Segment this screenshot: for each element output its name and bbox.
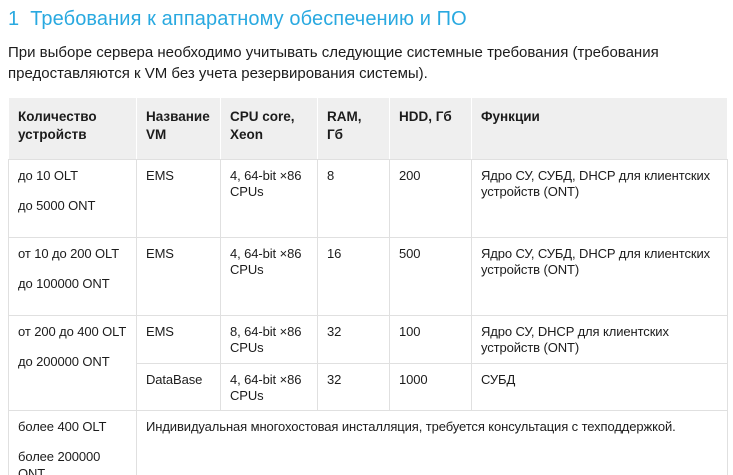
cell-cpu: 8, 64-bit ×86 CPUs: [220, 315, 318, 364]
cell-ram: 16: [317, 237, 390, 316]
cell-vm: EMS: [136, 159, 221, 238]
cell-functions: Ядро СУ, СУБД, DHCP для клиентских устро…: [471, 159, 728, 238]
cell-ram: 32: [317, 362, 390, 411]
cell-note: Индивидуальная многохостовая инсталляция…: [136, 410, 728, 475]
table-row: DataBase 4, 64-bit ×86 CPUs 32 1000 СУБД: [9, 362, 728, 411]
cell-vm: DataBase: [136, 362, 221, 411]
devices-line: до 200000 ONT: [18, 354, 110, 370]
cell-hdd: 100: [389, 315, 472, 364]
cell-devices: от 200 до 400 OLT до 200000 ONT: [8, 315, 137, 411]
table-header-row: Количество устройств Название VM CPU cor…: [8, 97, 728, 160]
cell-ram: 32: [317, 315, 390, 364]
devices-line: до 100000 ONT: [18, 276, 110, 292]
devices-line: более 400 OLT: [18, 419, 107, 434]
table-row: от 200 до 400 OLT до 200000 ONT EMS 8, 6…: [8, 315, 728, 411]
cell-devices: более 400 OLT более 200000 ONT: [8, 410, 137, 475]
cell-vm: EMS: [136, 237, 221, 316]
cell-cpu: 4, 64-bit ×86 CPUs: [220, 362, 318, 411]
col-header-cpu: CPU core, Xeon: [220, 97, 318, 160]
heading-number: 1: [8, 8, 20, 30]
cell-functions: Ядро СУ, DHCP для клиентских устройств (…: [471, 315, 728, 364]
cell-devices: до 10 OLT до 5000 ONT: [8, 159, 137, 238]
devices-line: до 10 OLT: [18, 168, 78, 183]
col-header-devices: Количество устройств: [8, 97, 137, 160]
cell-hdd: 500: [389, 237, 472, 316]
devices-line: от 200 до 400 OLT: [18, 324, 127, 339]
cell-hdd: 1000: [389, 362, 472, 411]
page-title: 1 Требования к аппаратному обеспечению и …: [8, 8, 726, 31]
heading-text: Требования к аппаратному обеспечению и П…: [30, 8, 467, 30]
cell-hdd: 200: [389, 159, 472, 238]
cell-cpu: 4, 64-bit ×86 CPUs: [220, 237, 318, 316]
devices-line: более 200000 ONT: [18, 449, 101, 475]
intro-paragraph: При выборе сервера необходимо учитывать …: [8, 44, 659, 82]
cell-devices: от 10 до 200 OLT до 100000 ONT: [8, 237, 137, 316]
requirements-table: Количество устройств Название VM CPU cor…: [8, 97, 728, 475]
devices-line: от 10 до 200 OLT: [18, 246, 120, 261]
col-header-vm: Название VM: [136, 97, 221, 160]
cell-ram: 8: [317, 159, 390, 238]
devices-line: до 5000 ONT: [18, 198, 96, 214]
col-header-hdd: HDD, Гб: [389, 97, 472, 160]
table-row: до 10 OLT до 5000 ONT EMS 4, 64-bit ×86 …: [8, 159, 728, 238]
cell-vm: EMS: [136, 315, 221, 364]
table-row: от 10 до 200 OLT до 100000 ONT EMS 4, 64…: [8, 237, 728, 316]
cell-cpu: 4, 64-bit ×86 CPUs: [220, 159, 318, 238]
cell-functions: СУБД: [471, 362, 728, 411]
cell-functions: Ядро СУ, СУБД, DHCP для клиентских устро…: [471, 237, 728, 316]
table-row: более 400 OLT более 200000 ONT Индивидуа…: [8, 410, 728, 475]
col-header-functions: Функции: [471, 97, 728, 160]
col-header-ram: RAM, Гб: [317, 97, 390, 160]
